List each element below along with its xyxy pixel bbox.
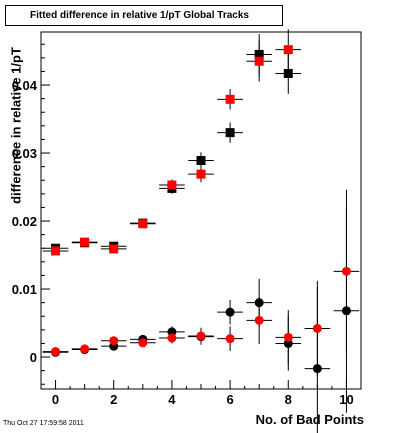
data-point-square — [51, 246, 61, 256]
y-tick-label: 0.04 — [12, 78, 38, 93]
data-point-circle — [225, 334, 235, 344]
data-point-square — [138, 219, 148, 229]
data-point-circle — [138, 338, 148, 348]
data-point-square — [283, 45, 293, 55]
data-point-square — [80, 237, 90, 247]
y-axis-label: difference in relative 1/pT — [8, 47, 24, 204]
data-point-square — [109, 244, 119, 254]
x-tick-label: 0 — [52, 392, 59, 407]
x-tick-label: 6 — [226, 392, 233, 407]
data-point-square — [283, 68, 293, 78]
data-point-circle — [254, 315, 264, 325]
y-tick-label: 0.01 — [12, 282, 37, 297]
data-point-circle — [283, 332, 293, 342]
data-point-circle — [225, 307, 235, 317]
data-point-square — [167, 180, 177, 190]
data-point-square — [254, 56, 264, 66]
x-tick-label: 4 — [168, 392, 176, 407]
timestamp: Thu Oct 27 17:59:58 2011 — [3, 420, 84, 427]
y-tick-label: 0.03 — [12, 146, 37, 161]
data-point-square — [225, 128, 235, 138]
data-point-circle — [167, 333, 177, 343]
data-marks — [42, 29, 360, 433]
y-tick-label: 0 — [30, 350, 37, 365]
x-axis-label: No. of Bad Points — [255, 412, 364, 427]
data-point-circle — [196, 331, 206, 341]
data-point-square — [225, 94, 235, 104]
data-point-circle — [80, 344, 90, 354]
data-point-circle — [51, 347, 61, 357]
chart-title: Fitted difference in relative 1/pT Globa… — [5, 5, 283, 26]
data-point-circle — [341, 266, 351, 276]
y-tick-label: 0.02 — [12, 214, 37, 229]
data-point-square — [196, 156, 206, 166]
data-point-square — [196, 169, 206, 179]
x-tick-label: 2 — [110, 392, 117, 407]
x-tick-label: 8 — [285, 392, 292, 407]
data-point-circle — [109, 336, 119, 346]
data-point-circle — [312, 323, 322, 333]
